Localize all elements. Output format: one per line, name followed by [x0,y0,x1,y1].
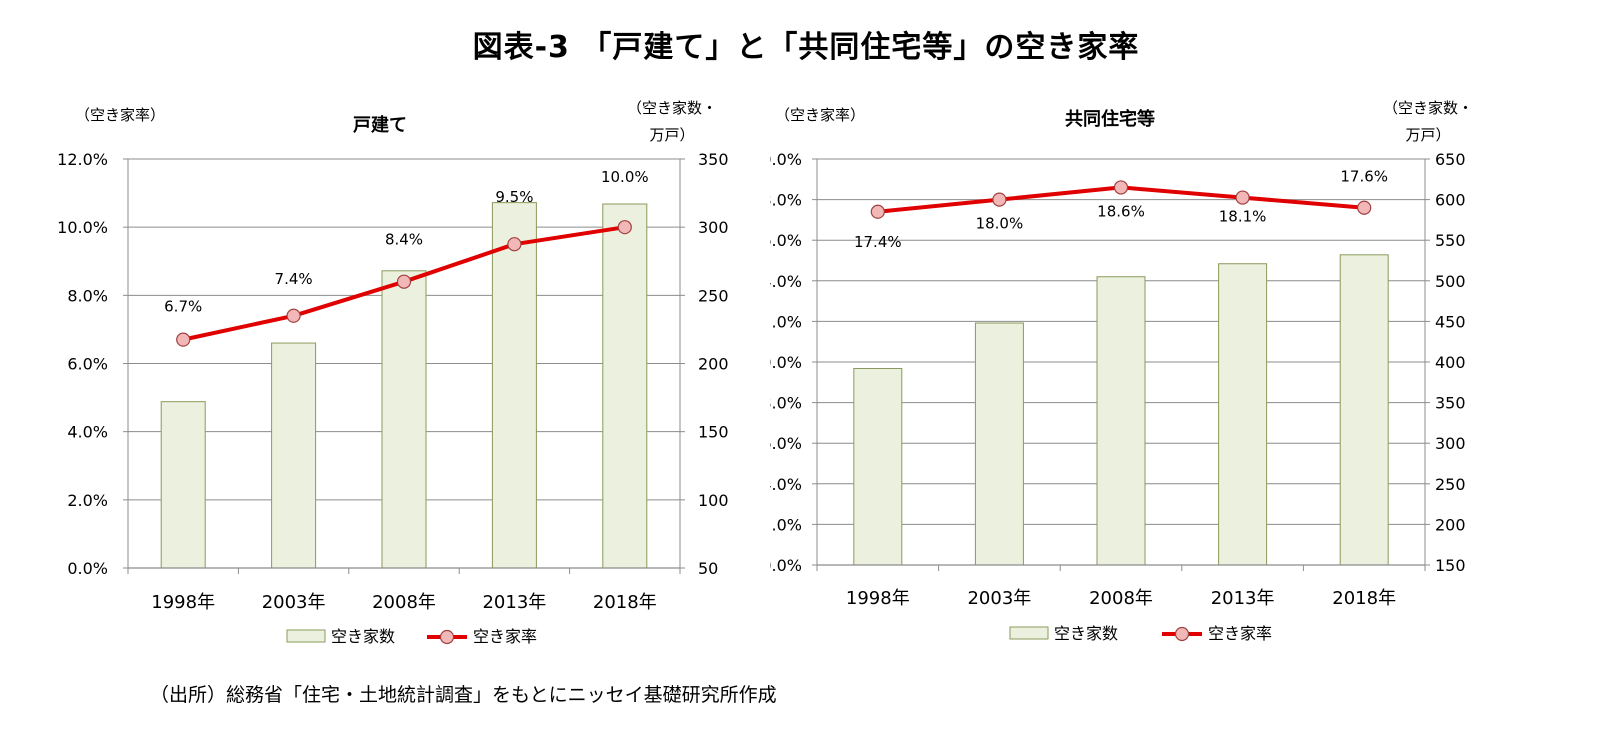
right-tick-label: 350 [1435,394,1466,413]
legend-bar-label: 空き家数 [1054,624,1118,643]
left-tick-label: 14.0% [770,272,802,291]
left-tick-label: 0.0% [770,556,802,575]
data-label: 18.0% [976,215,1024,233]
x-tick-label: 2008年 [1089,588,1153,609]
bar-2008年 [1096,276,1146,566]
x-tick-label: 2003年 [262,592,326,613]
bar-1998年 [160,401,206,569]
right-tick-label: 550 [1435,231,1466,250]
right-tick-label: 450 [1435,312,1466,331]
left-tick-label: 2.0% [770,515,802,534]
right-axis-label-line1: （空き家数・ [627,99,717,117]
right-tick-label: 50 [698,559,718,578]
x-tick-label: 2018年 [1332,588,1396,609]
bar-2018年 [602,203,648,569]
right-tick-label: 100 [698,491,729,510]
left-axis-label: （空き家率） [75,106,165,124]
left-tick-label: 8.0% [770,394,802,413]
data-label: 6.7% [164,298,202,316]
rate-point-1998年 [176,332,191,347]
rate-point-2013年 [1235,190,1250,205]
chart-title: 戸建て [353,114,407,136]
left-tick-label: 6.0% [770,434,802,453]
right-axis-label-line2: 万戸） [1405,126,1450,144]
rate-point-2018年 [1357,200,1372,215]
left-axis-label: （空き家率） [775,106,865,124]
rate-point-2013年 [507,237,522,252]
left-tick-label: 18.0% [770,191,802,210]
legend-bar-swatch [286,629,326,643]
right-axis-label-line2: 万戸） [649,126,694,144]
x-tick-label: 2013年 [482,592,546,613]
right-tick-label: 600 [1435,191,1466,210]
bar-2018年 [1339,254,1389,566]
rate-point-2003年 [286,308,301,323]
right-tick-label: 650 [1435,150,1466,169]
legend-bar-swatch [1009,626,1049,640]
right-tick-label: 200 [1435,515,1466,534]
right-tick-label: 400 [1435,353,1466,372]
x-tick-label: 1998年 [151,592,215,613]
left-tick-label: 4.0% [770,475,802,494]
x-tick-label: 2003年 [967,588,1031,609]
legend-line-marker [1174,626,1190,642]
x-tick-label: 2013年 [1211,588,1275,609]
chart-detached-houses: 戸建て （空き家率） （空き家数・万戸） 0.0% 2.0% 4.0% 6.0% 8.0% 10… [57,99,729,646]
bar-2003年 [974,322,1024,566]
data-label: 8.4% [385,231,423,249]
bar-1998年 [853,367,903,566]
data-label: 18.1% [1219,208,1267,226]
data-label: 18.6% [1097,202,1145,220]
x-tick-label: 1998年 [846,588,910,609]
right-axis-label-line1: （空き家数・ [1383,99,1473,117]
legend-line-label: 空き家率 [473,627,537,646]
bar-2003年 [271,342,317,569]
left-tick-label: 8.0% [67,286,108,305]
left-tick-label: 4.0% [67,423,108,442]
right-tick-label: 500 [1435,272,1466,291]
right-tick-label: 250 [1435,475,1466,494]
data-label: 7.4% [275,270,313,288]
data-label: 10.0% [601,168,649,186]
x-tick-label: 2018年 [593,592,657,613]
data-label: 17.4% [854,233,902,251]
legend-bar-label: 空き家数 [331,627,395,646]
rate-point-2003年 [992,192,1007,207]
chart-apartments: 共同住宅等 （空き家率） （空き家数・万戸） 0.0% 2.0% 4.0% 6.0% 8.0%… [770,99,1473,643]
left-tick-label: 12.0% [770,312,802,331]
left-tick-label: 10.0% [57,218,108,237]
bar-2008年 [381,270,427,569]
right-tick-label: 350 [698,150,729,169]
right-tick-label: 300 [1435,434,1466,453]
right-tick-label: 300 [698,218,729,237]
data-label: 9.5% [495,188,533,206]
right-tick-label: 200 [698,355,729,374]
left-tick-label: 0.0% [67,559,108,578]
main-title: 図表-3 「戸建て」と「共同住宅等」の空き家率 [472,30,1140,65]
right-tick-label: 150 [698,423,729,442]
left-tick-label: 10.0% [770,353,802,372]
x-tick-label: 2008年 [372,592,436,613]
rate-point-2008年 [1113,180,1129,195]
left-tick-label: 16.0% [770,231,802,250]
bar-2013年 [1218,263,1268,566]
rate-point-2018年 [617,220,632,235]
right-tick-label: 150 [1435,556,1466,575]
legend-line-label: 空き家率 [1208,624,1272,643]
left-tick-label: 2.0% [67,491,108,510]
rate-point-2008年 [396,274,412,289]
left-tick-label: 20.0% [770,150,802,169]
legend-line-marker [439,629,455,645]
data-label: 17.6% [1340,168,1388,186]
left-tick-label: 12.0% [57,150,108,169]
chart-title: 共同住宅等 [1065,108,1155,130]
right-tick-label: 250 [698,286,729,305]
bar-2013年 [491,202,537,569]
left-tick-label: 6.0% [67,355,108,374]
rate-point-1998年 [870,204,885,219]
source-note: （出所）総務省「住宅・土地統計調査」をもとにニッセイ基礎研究所作成 [150,684,777,706]
